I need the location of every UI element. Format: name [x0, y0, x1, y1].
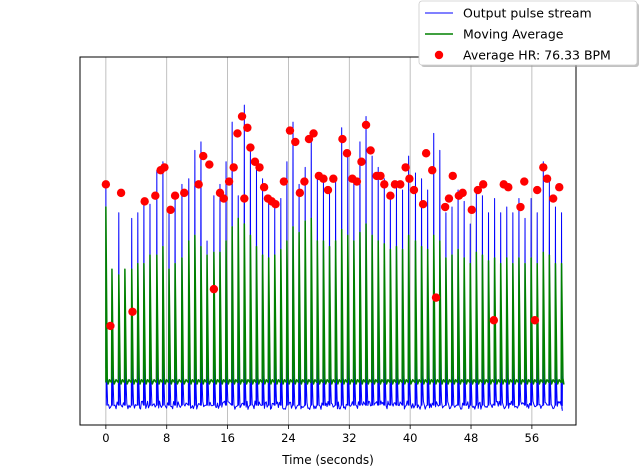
hr-peak-point [304, 134, 314, 144]
hr-peak-point [504, 183, 513, 192]
x-tick-label: 0 [102, 431, 109, 445]
pulse-stream-line [105, 104, 563, 411]
hr-peak-point [219, 194, 228, 203]
hr-peak-point [357, 157, 366, 166]
hr-peak-point [259, 183, 269, 192]
hr-peak-point [329, 174, 338, 183]
hr-peak-point [116, 188, 126, 198]
hr-peak-point [166, 205, 175, 215]
hr-peak-point [520, 177, 529, 186]
hr-peak-point [106, 321, 115, 331]
hr-peak-point [295, 188, 305, 198]
x-tick-label: 40 [403, 431, 418, 445]
hr-peak-point [548, 194, 558, 203]
hr-peak-point [237, 112, 247, 121]
hr-peak-point [338, 134, 347, 144]
moving-average-line [105, 206, 565, 385]
hr-peak-point [300, 177, 309, 186]
hr-peak-point [243, 123, 252, 132]
hr-peak-point [405, 174, 414, 183]
legend-label: Output pulse stream [463, 6, 592, 21]
legend-box [418, 0, 638, 66]
hr-peak-point [352, 177, 362, 186]
x-tick-label: 32 [342, 431, 357, 445]
hr-peak-point [421, 149, 431, 158]
hr-peak-point [542, 174, 552, 183]
hr-peak-point [448, 171, 457, 181]
hr-peak-point [140, 197, 149, 206]
hr-peak-point [271, 200, 280, 209]
legend-label: Moving Average [463, 27, 564, 42]
plot-area [101, 57, 565, 425]
legend-label: Average HR: 76.33 BPM [463, 48, 611, 63]
x-tick-label: 16 [220, 431, 235, 445]
hr-peak-point [250, 157, 260, 166]
x-axis: 0 8 16 24 32 40 48 56 [102, 425, 539, 445]
hr-peak-point [209, 284, 219, 294]
hr-peak-point [240, 194, 249, 203]
hr-peak-point [376, 171, 385, 181]
x-tick-label: 8 [163, 431, 170, 445]
hr-peak-point [323, 185, 333, 195]
hr-peak-point [539, 163, 548, 172]
axes-frame [79, 56, 577, 426]
x-tick-label: 48 [464, 431, 479, 445]
hr-peak-point [170, 191, 180, 200]
hr-peak-point [229, 163, 238, 172]
hr-peak-point [428, 166, 437, 175]
hr-peak-point [342, 149, 352, 158]
hr-peak-point [555, 183, 564, 192]
hr-peak-point [319, 174, 328, 183]
hr-peak-point [101, 180, 111, 189]
hr-peak-point [418, 200, 428, 209]
legend: Output pulse stream Moving Average Average… [418, 0, 639, 67]
hr-peak-point [366, 146, 375, 155]
hr-peak-point [516, 202, 525, 212]
x-axis-label: Time (seconds) [281, 453, 374, 467]
legend-swatch-marker [434, 50, 444, 60]
hr-peak-point [255, 163, 264, 172]
hr-peak-point [309, 129, 318, 138]
hr-peak-point [361, 120, 371, 130]
hr-peak-point [533, 185, 542, 195]
hr-peak-point [473, 185, 483, 195]
hr-peak-point [233, 129, 242, 138]
hr-peak-point [180, 188, 189, 198]
x-tick-label: 56 [525, 431, 540, 445]
x-tick-label: 24 [281, 431, 296, 445]
hr-peak-point [458, 188, 467, 198]
hr-peak-point [386, 191, 395, 200]
hr-peak-point [279, 177, 289, 186]
hr-peak-point [478, 180, 488, 189]
hr-peak-point [194, 180, 203, 189]
hr-peak-point [160, 163, 169, 172]
hr-peak-point [285, 126, 295, 135]
hr-peak-point [151, 191, 160, 200]
hr-peak-point [431, 293, 441, 302]
hr-peak-point [489, 316, 499, 325]
hr-peak-point [246, 143, 255, 152]
hr-peak-point [440, 202, 450, 212]
hr-peak-point [401, 163, 410, 172]
hr-peak-point [467, 205, 476, 215]
hr-peak-point [409, 185, 419, 195]
hr-peak-point [199, 151, 208, 161]
hr-peak-point [530, 316, 540, 325]
hr-peak-point [205, 160, 214, 169]
hr-peak-point [224, 177, 234, 186]
hr-peak-point [128, 307, 137, 316]
hr-peak-point [380, 180, 389, 189]
hr-peak-point [396, 180, 405, 189]
hr-peak-point [291, 137, 300, 147]
hr-peak-point [444, 194, 454, 203]
